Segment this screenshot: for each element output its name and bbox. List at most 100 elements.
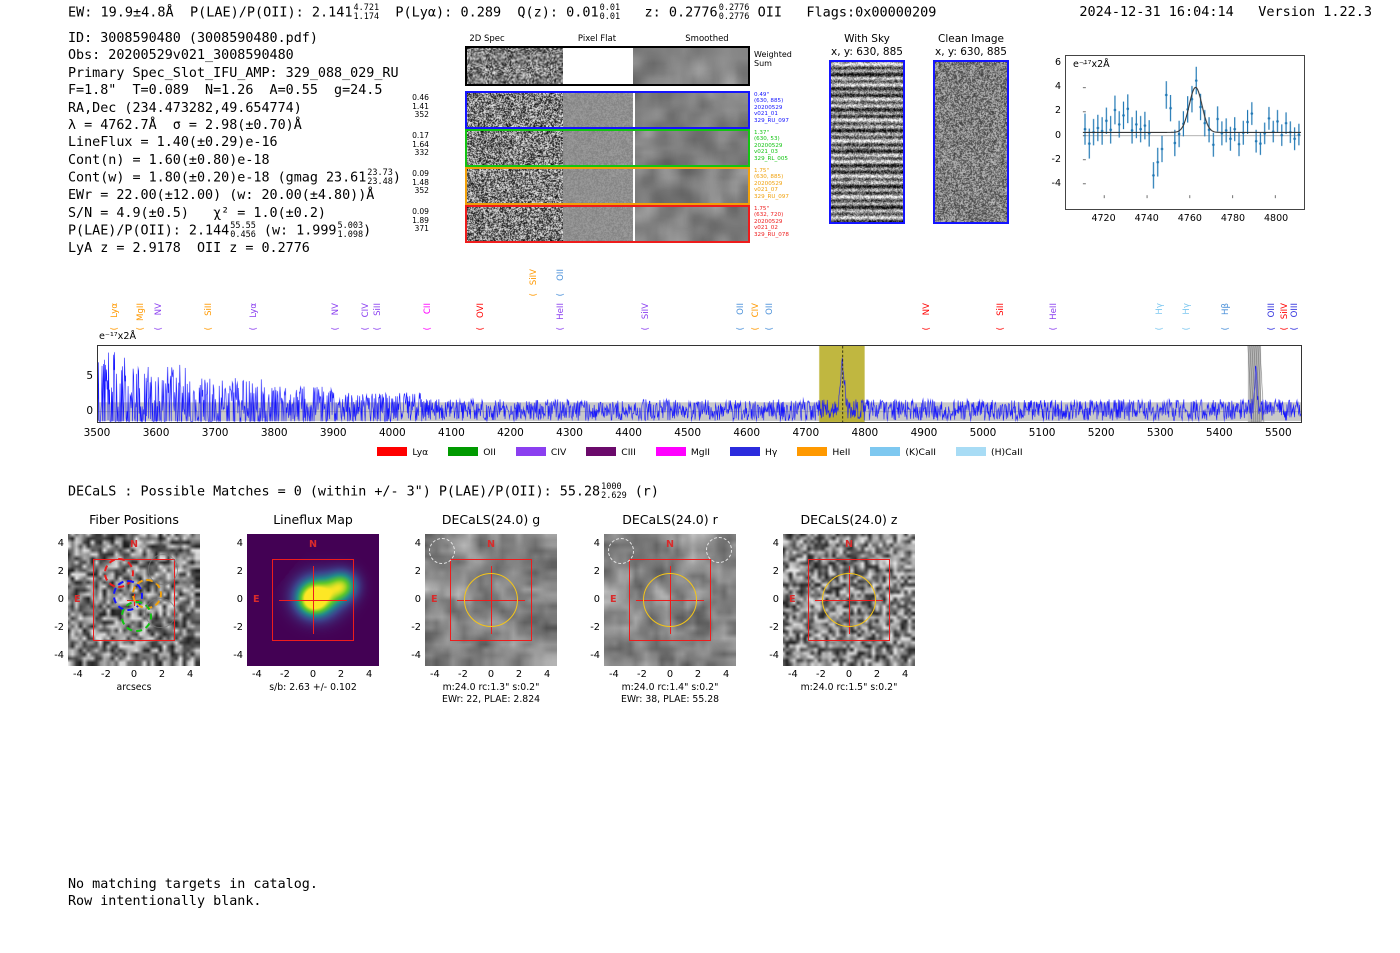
fiber-row-left-labels: 0.09 1.48 352: [399, 169, 429, 196]
spectrum-line-bracket: (: [750, 327, 761, 331]
panel-x-tick: -2: [637, 669, 647, 680]
full-spectrum-x-tick: 5000: [969, 427, 997, 439]
fiber-row-right-labels: 1.75" (630, 885) 20200529 v021_07 329_RU_097: [754, 168, 789, 200]
spectrum-line-label: CIV: [360, 303, 371, 318]
aperture-box: [93, 559, 175, 641]
report-version: Version 1.22.3: [1258, 4, 1372, 20]
panel-y-tick: 2: [772, 565, 779, 577]
legend-swatch: [377, 447, 408, 456]
spectrum-line-bracket: (: [109, 327, 120, 331]
spectrum-line-bracket: (: [995, 327, 1006, 331]
fiber-row-stat: 0.17: [412, 131, 429, 140]
spectrum-line-label: OVI: [475, 303, 486, 319]
zoom-x-tick: 4740: [1134, 213, 1159, 224]
col-header-smoothed: Smoothed: [685, 34, 729, 44]
panel-x-tick: 0: [666, 669, 674, 680]
spectrum-line-bracket: (: [372, 327, 383, 331]
legend-item: CIII: [586, 447, 636, 458]
clean-image-label: Clean Image x, y: 630, 885: [916, 33, 1026, 58]
info-id: ID: 3008590480 (3008590480.pdf): [68, 31, 318, 46]
fiber-row-meta: (630, 53): [754, 136, 780, 143]
fiber-row-meta: v021_02: [754, 225, 778, 232]
fiber-row-stat: 332: [414, 148, 430, 158]
legend-label: OII: [483, 447, 496, 458]
z-value: 0.2776: [668, 4, 718, 21]
spectrum-line-label: Hγ: [1155, 303, 1166, 315]
panel-y-tick: 0: [414, 594, 421, 605]
full-spectrum-y-tick: 5: [86, 369, 93, 382]
compass-east: E: [73, 594, 81, 606]
aperture-circle: [463, 572, 519, 628]
header-summary-bar: EW: 19.9±4.8Å P(LAE)/P(OII): 2.141 4.721 1…: [68, 4, 936, 21]
spectrum-line-bracket: (: [1280, 327, 1291, 331]
full-spectrum-x-tick: 4800: [851, 427, 879, 439]
fiber-row-meta: (632, 720): [754, 212, 784, 219]
info-radec: RA,Dec (234.473282,49.654774): [68, 100, 302, 116]
full-spectrum-x-tick: 4200: [497, 427, 524, 439]
compass-east: E: [788, 594, 796, 606]
full-spectrum-x-tick: 4100: [438, 427, 465, 439]
spectrum-line-bracket: (: [641, 327, 652, 331]
spectrum-line-bracket: (: [765, 327, 776, 331]
with-sky-coords: x, y: 630, 885: [831, 45, 903, 58]
crosshair-vertical: [313, 565, 315, 635]
footer-line-2: Row intentionally blank.: [68, 894, 262, 910]
info-wavelength: λ = 4762.7Å σ = 2.98(±0.70)Å: [68, 118, 302, 134]
legend-item: MgII: [655, 447, 710, 458]
fiber-row-meta: (630, 885): [754, 174, 784, 181]
ew-label: EW:: [68, 4, 93, 21]
fiber-row-left-labels: 0.09 1.89 371: [399, 207, 429, 234]
legend-swatch: [956, 447, 987, 456]
fiber-row-stat: 352: [414, 110, 430, 120]
panel-x-tick: 2: [337, 669, 345, 680]
full-spectrum-x-tick: 5500: [1264, 427, 1292, 439]
full-spectrum-x-tick: 3700: [201, 427, 229, 439]
weighted-sum-line1: Weighted: [754, 50, 792, 59]
legend-item: CIV: [515, 447, 567, 458]
compass-north: N: [487, 538, 496, 550]
full-spectrum-flux-annotation: e⁻¹⁷x2Å: [99, 331, 137, 342]
aperture-box: [808, 559, 890, 641]
cutout-panel-decals-r: DECaLS(24.0) r N E 4 2 0 -2 -4 -4 -2 0 2 4 m:24.0 rc:…: [590, 512, 736, 705]
panel-x-tick: 0: [309, 669, 317, 680]
legend-item: (H)CaII: [956, 447, 1023, 458]
full-spectrum-x-tick: 4500: [674, 427, 702, 439]
aperture-circle: [642, 572, 698, 628]
full-spectrum-x-tick: 5100: [1028, 427, 1056, 439]
header-datetime-version: 2024-12-31 16:04:14 Version 1.22.3: [1079, 4, 1372, 20]
panel-x-tick: -4: [73, 669, 83, 680]
with-sky-label: With Sky x, y: 630, 885: [812, 33, 922, 58]
compass-east: E: [430, 594, 438, 606]
full-spectrum-axes: [97, 345, 1302, 423]
decals-summary-prefix: DECaLS : Possible Matches = 0 (within +/…: [68, 484, 601, 500]
spectrum-line-bracket: (: [1267, 327, 1278, 331]
panel-y-tick: 4: [772, 537, 779, 549]
spectrum-line-label: OIII: [1267, 303, 1278, 318]
legend-label: CIV: [550, 447, 567, 458]
spectrum-line-bracket: (: [1155, 327, 1166, 331]
fiber-row-right-labels: 0.49" (630, 885) 20200529 v021_01 329_RU_097: [754, 92, 789, 124]
fiber-row-meta: 20200529: [754, 142, 783, 149]
spectrum-line-bracket: (: [529, 293, 540, 297]
info-cont-n: Cont(n) = 1.60(±0.80)e-18: [68, 152, 270, 168]
panel-y-tick: 2: [57, 565, 64, 577]
aperture-box: [450, 559, 532, 641]
panel-y-tick: -2: [54, 622, 64, 634]
panel-y-tick: -2: [411, 622, 421, 634]
qz-range: 0.01 0.01: [599, 3, 621, 22]
panel-x-tick: -2: [280, 669, 290, 680]
spectrum-line-label: NV: [154, 303, 165, 316]
cutout-panel-decals-z: DECaLS(24.0) z N E 4 2 0 -2 -4 -4 -2 0 2 4 m:24.0 rc:…: [769, 512, 915, 693]
panel-x-tick: 4: [722, 669, 730, 680]
aperture-box: [272, 559, 354, 641]
panel-y-tick: -4: [769, 650, 779, 662]
panel-caption: m:24.0 rc:1.5" s:0.2": [800, 682, 898, 693]
full-spectrum-plot: e⁻¹⁷x2Å 0 5 3500 3600 3700 3800 3900 4000 4100 4…: [84, 269, 1302, 439]
info-snr-chi2: S/N = 4.9(±0.5) χ² = 1.0(±0.2): [68, 205, 326, 221]
panel-x-tick: -2: [816, 669, 826, 680]
fiber-row-right-labels: 1.37" (630, 53) 20200529 v021_03 329_RL_005: [754, 130, 788, 162]
fiber-row-meta: v021_03: [754, 149, 778, 156]
fiber-row-left-labels: 0.46 1.41 352: [399, 93, 430, 120]
panel-x-tick: 0: [130, 669, 138, 680]
panel-x-tick: 4: [186, 669, 194, 680]
